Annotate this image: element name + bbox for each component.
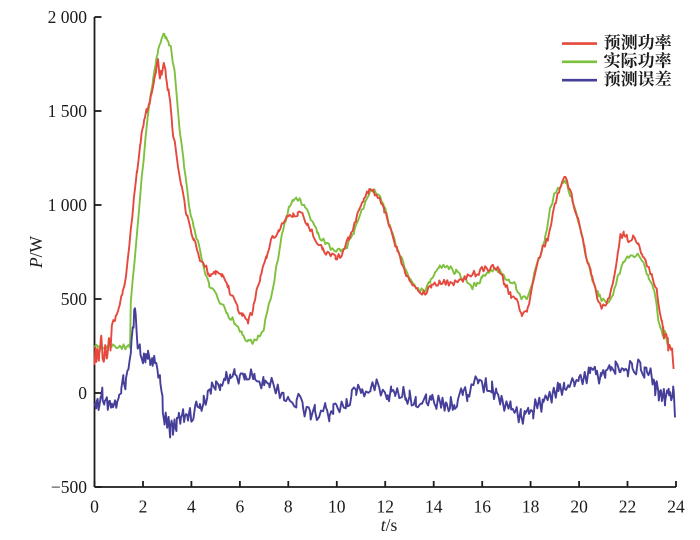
svg-text:16: 16: [473, 497, 491, 517]
svg-text:P/W: P/W: [26, 235, 46, 269]
svg-text:1 000: 1 000: [48, 195, 88, 215]
svg-text:24: 24: [667, 497, 685, 517]
svg-text:2: 2: [139, 497, 148, 517]
svg-text:t/s: t/s: [381, 515, 398, 535]
svg-text:0: 0: [90, 497, 99, 517]
svg-text:20: 20: [570, 497, 588, 517]
svg-text:8: 8: [284, 497, 293, 517]
svg-text:0: 0: [78, 383, 87, 403]
svg-text:6: 6: [236, 497, 245, 517]
svg-text:4: 4: [187, 497, 196, 517]
svg-text:1 500: 1 500: [48, 101, 88, 121]
svg-text:−500: −500: [51, 477, 87, 497]
svg-text:10: 10: [328, 497, 346, 517]
svg-text:2 000: 2 000: [48, 7, 88, 27]
svg-text:22: 22: [619, 497, 637, 517]
svg-text:14: 14: [425, 497, 443, 517]
svg-text:12: 12: [376, 497, 394, 517]
svg-text:500: 500: [61, 289, 88, 309]
svg-text:18: 18: [522, 497, 540, 517]
